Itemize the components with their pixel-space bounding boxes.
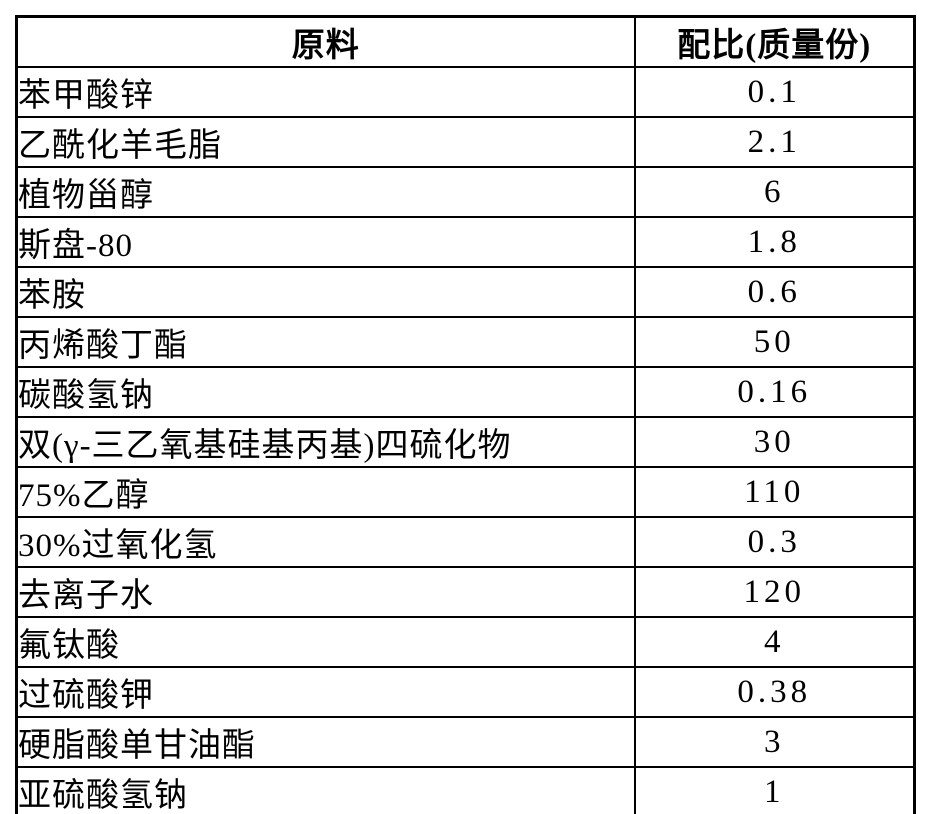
material-cell: 30%过氧化氢 [15,516,636,568]
ratio-column-header: 配比(质量份) [633,15,916,68]
ratio-cell: 3 [633,716,916,768]
material-cell: 去离子水 [15,566,636,618]
material-cell: 75%乙醇 [15,466,636,518]
ratio-cell: 0.38 [633,666,916,718]
table-row: 斯盘-80 1.8 [15,216,916,268]
ratio-cell: 0.16 [633,366,916,418]
table-row: 硬脂酸单甘油酯 3 [15,716,916,768]
ratio-cell: 110 [633,466,916,518]
table-row: 75%乙醇 110 [15,466,916,518]
material-cell: 双(γ-三乙氧基硅基丙基)四硫化物 [15,416,636,468]
ratio-cell: 0.1 [633,66,916,118]
table-row: 过硫酸钾 0.38 [15,666,916,718]
ratio-cell: 30 [633,416,916,468]
table-row: 碳酸氢钠 0.16 [15,366,916,418]
ratio-cell: 4 [633,616,916,668]
material-cell: 碳酸氢钠 [15,366,636,418]
table-row: 30%过氧化氢 0.3 [15,516,916,568]
material-cell: 氟钛酸 [15,616,636,668]
table-row: 双(γ-三乙氧基硅基丙基)四硫化物 30 [15,416,916,468]
ratio-cell: 0.6 [633,266,916,318]
table-header-row: 原料 配比(质量份) [15,15,916,68]
table-row: 丙烯酸丁酯 50 [15,316,916,368]
table-row: 去离子水 120 [15,566,916,618]
material-cell: 硬脂酸单甘油酯 [15,716,636,768]
table-row: 苯胺 0.6 [15,266,916,318]
material-cell: 过硫酸钾 [15,666,636,718]
material-cell: 斯盘-80 [15,216,636,268]
ratio-cell: 1.8 [633,216,916,268]
ratio-cell: 0.3 [633,516,916,568]
ratio-cell: 1 [633,766,916,814]
material-cell: 苯胺 [15,266,636,318]
ingredients-ratio-table: 原料 配比(质量份) 苯甲酸锌 0.1 乙酰化羊毛脂 2.1 植物甾醇 6 斯盘… [15,15,916,814]
material-cell: 植物甾醇 [15,166,636,218]
ratio-cell: 2.1 [633,116,916,168]
material-cell: 亚硫酸氢钠 [15,766,636,814]
ratio-cell: 50 [633,316,916,368]
material-cell: 乙酰化羊毛脂 [15,116,636,168]
material-cell: 丙烯酸丁酯 [15,316,636,368]
material-cell: 苯甲酸锌 [15,66,636,118]
ratio-cell: 6 [633,166,916,218]
table-row: 植物甾醇 6 [15,166,916,218]
material-column-header: 原料 [15,15,636,68]
table-row: 亚硫酸氢钠 1 [15,766,916,814]
table-row: 苯甲酸锌 0.1 [15,66,916,118]
table-row: 氟钛酸 4 [15,616,916,668]
table-row: 乙酰化羊毛脂 2.1 [15,116,916,168]
ratio-cell: 120 [633,566,916,618]
